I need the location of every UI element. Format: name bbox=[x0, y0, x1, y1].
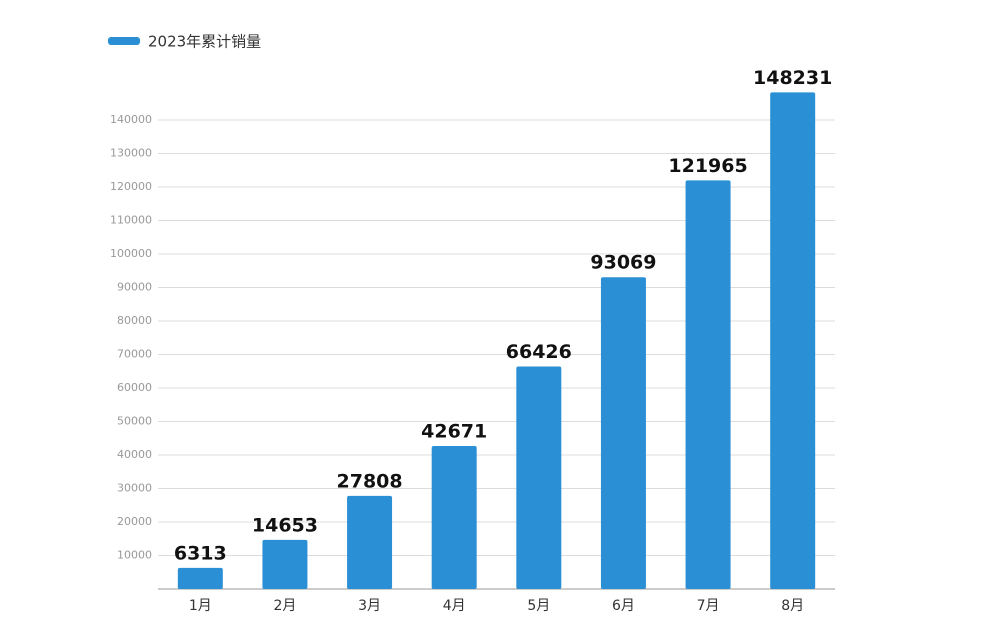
bar bbox=[177, 567, 223, 589]
y-tick-label: 90000 bbox=[117, 281, 152, 294]
value-label: 121965 bbox=[668, 155, 747, 177]
bar bbox=[600, 277, 646, 589]
y-tick-label: 40000 bbox=[117, 448, 152, 461]
y-tick-label: 120000 bbox=[110, 180, 152, 193]
x-tick-label: 3月 bbox=[358, 598, 381, 614]
y-tick-label: 140000 bbox=[110, 113, 152, 126]
value-label: 66426 bbox=[506, 341, 572, 363]
y-tick-label: 80000 bbox=[117, 314, 152, 327]
x-tick-label: 5月 bbox=[527, 598, 550, 614]
legend-swatch bbox=[108, 37, 140, 45]
bar bbox=[431, 446, 477, 589]
y-tick-label: 60000 bbox=[117, 381, 152, 394]
value-label: 148231 bbox=[753, 67, 832, 89]
x-tick-label: 7月 bbox=[697, 598, 720, 614]
x-tick-label: 2月 bbox=[273, 598, 296, 614]
bar bbox=[347, 495, 393, 589]
y-tick-label: 20000 bbox=[117, 515, 152, 528]
x-tick-label: 6月 bbox=[612, 598, 635, 614]
bar bbox=[770, 92, 816, 589]
y-tick-label: 70000 bbox=[117, 348, 152, 361]
value-label: 27808 bbox=[337, 470, 403, 492]
x-tick-label: 8月 bbox=[781, 598, 804, 614]
value-label: 6313 bbox=[174, 542, 227, 564]
bar bbox=[516, 366, 562, 589]
x-tick-label: 1月 bbox=[189, 598, 212, 614]
value-label: 93069 bbox=[590, 252, 656, 274]
y-tick-label: 50000 bbox=[117, 415, 152, 428]
value-label: 14653 bbox=[252, 514, 318, 536]
y-tick-label: 100000 bbox=[110, 247, 152, 260]
value-label: 42671 bbox=[421, 421, 487, 443]
y-tick-label: 110000 bbox=[110, 214, 152, 227]
x-tick-label: 4月 bbox=[443, 598, 466, 614]
bar bbox=[262, 539, 308, 589]
y-tick-label: 10000 bbox=[117, 549, 152, 562]
y-tick-label: 30000 bbox=[117, 482, 152, 495]
legend-label: 2023年累计销量 bbox=[148, 33, 261, 51]
y-tick-label: 130000 bbox=[110, 147, 152, 160]
bar bbox=[685, 180, 731, 590]
